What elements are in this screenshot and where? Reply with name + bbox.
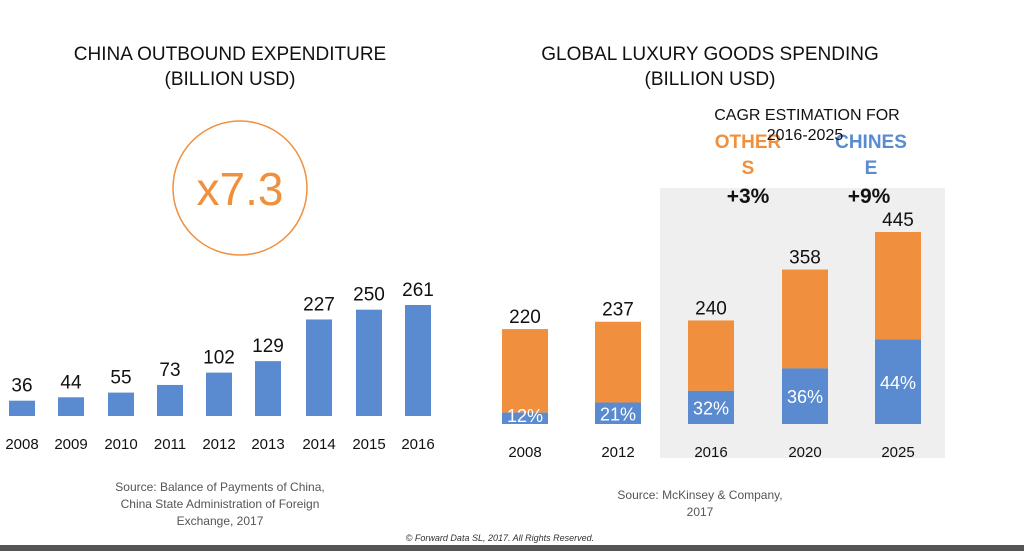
share-label: 32% [693,398,729,418]
x-tick-label: 2012 [202,436,235,453]
data-label: 261 [402,280,434,301]
left-source-line: China State Administration of Foreign [120,497,320,511]
chinese-label: E [865,158,878,179]
bar-2015 [356,309,382,416]
left-subtitle: (BILLION USD) [164,69,296,90]
chinese-cagr: +9% [848,185,891,208]
x-tick-label: 2016 [694,444,727,461]
bar-others-2020 [782,269,828,369]
x-tick-label: 2016 [401,436,434,453]
x-tick-label: 2020 [788,444,821,461]
cagr-period: 2016-2025 [767,127,844,144]
right-source: Source: McKinsey & Company, 2017 [560,487,840,521]
share-label: 36% [787,387,823,407]
annotation-text: x7.3 [197,163,284,215]
x-tick-label: 2012 [601,444,634,461]
right-source-line: 2017 [686,505,714,519]
total-label: 445 [882,210,914,231]
bar-others-2012 [595,321,641,403]
x-tick-label: 2011 [154,436,186,453]
others-label: OTHER [715,132,782,153]
data-label: 250 [353,285,385,306]
bar-others-2016 [688,320,734,391]
bar-others-2008 [502,329,548,413]
bar-chinese-2012 [595,402,641,424]
left-title-line: CHINA OUTBOUND EXPENDITURE [73,44,387,65]
bar-2010 [108,392,134,416]
right-chart-title: GLOBAL LUXURY GOODS SPENDING (BILLION US… [490,42,930,92]
bar-2008 [9,400,35,416]
right-subtitle: (BILLION USD) [644,69,776,90]
share-label: 21% [600,404,636,424]
bar-chinese-2016 [688,390,734,424]
total-label: 237 [602,300,634,321]
bar-others-2025 [875,232,921,340]
chinese-label: CHINES [835,132,907,153]
annotation-circle [172,120,308,256]
data-label: 227 [303,294,335,315]
x-tick-label: 2013 [251,436,284,453]
right-source-line: Source: McKinsey & Company, [617,488,783,502]
left-source-line: Exchange, 2017 [176,514,264,528]
left-source-line: Source: Balance of Payments of China, [115,480,325,494]
bottom-border [0,545,1024,551]
copyright: © Forward Data SL, 2017. All Rights Rese… [405,533,595,543]
bar-2012 [206,372,232,416]
bar-chinese-2020 [782,368,828,424]
x-tick-label: 2008 [5,436,38,453]
others-label: S [742,158,755,179]
x-tick-label: 2015 [352,436,385,453]
x-tick-label: 2009 [54,436,87,453]
data-label: 36 [11,376,32,397]
data-label: 129 [252,336,284,357]
left-source: Source: Balance of Payments of China, Ch… [60,479,380,530]
bar-chinese-2008 [502,412,548,424]
bar-2016 [405,305,431,416]
share-label: 12% [507,406,543,426]
data-label: 44 [60,372,82,393]
x-tick-label: 2008 [508,444,541,461]
bar-2013 [255,361,281,416]
right-title-line: GLOBAL LUXURY GOODS SPENDING [541,44,879,65]
bar-chinese-2025 [875,339,921,424]
data-label: 73 [159,360,180,381]
bar-2014 [306,319,332,416]
x-tick-label: 2010 [104,436,137,453]
share-label: 44% [880,373,916,393]
data-label: 102 [203,348,235,369]
x-tick-label: 2025 [881,444,914,461]
total-label: 220 [509,307,541,328]
others-cagr: +3% [727,185,770,208]
x-tick-label: 2014 [302,436,335,453]
left-chart-title: CHINA OUTBOUND EXPENDITURE (BILLION USD) [20,42,440,92]
total-label: 240 [695,298,727,319]
bar-2011 [157,384,183,416]
cagr-title: CAGR ESTIMATION FOR [714,107,899,124]
bar-2009 [58,397,84,416]
data-label: 55 [110,368,131,389]
total-label: 358 [789,248,821,269]
